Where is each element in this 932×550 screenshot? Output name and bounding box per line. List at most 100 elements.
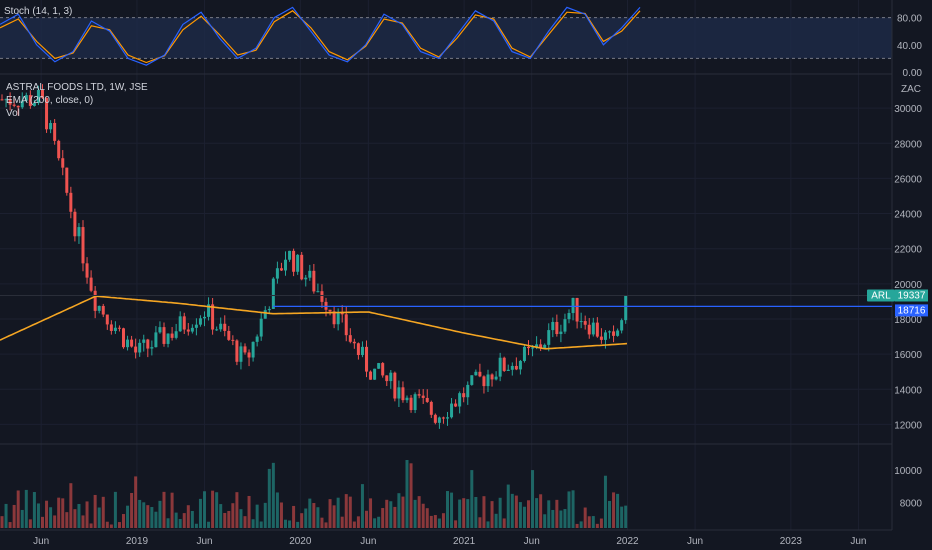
candle-body: [522, 346, 526, 361]
ema-legend[interactable]: EMA (200, close, 0): [6, 95, 94, 106]
candle-body: [292, 250, 296, 272]
volume-bar: [0, 516, 4, 528]
ema-200-line: [0, 295, 628, 350]
time-tick-label: Jun: [524, 536, 540, 547]
candle-body: [20, 100, 24, 108]
volume-bar: [409, 463, 413, 528]
volume-bar: [518, 502, 522, 528]
volume-bar: [312, 503, 316, 528]
price-badges: ARL 19337 18716: [867, 289, 928, 317]
candle-body: [474, 371, 478, 376]
volume-bar: [336, 497, 340, 528]
volume-bar: [89, 523, 93, 528]
volume-bar: [603, 475, 607, 528]
candle-body: [543, 344, 547, 349]
volume-bar: [470, 470, 474, 528]
candle-body: [417, 394, 421, 396]
volume-bar: [239, 509, 243, 528]
candle-body: [166, 333, 170, 344]
candle-body: [203, 316, 206, 319]
volume-bar: [587, 516, 591, 528]
volume-bar: [494, 513, 498, 528]
volume-bar: [255, 504, 259, 528]
volume-bar: [49, 507, 53, 528]
volume-bar: [608, 500, 611, 528]
candle-body: [429, 401, 433, 415]
time-tick-label: Jun: [850, 536, 866, 547]
candle-body: [433, 414, 437, 423]
volume-bar: [109, 524, 113, 528]
candle-body: [126, 339, 130, 348]
candle-body: [312, 270, 316, 292]
volume-bar: [271, 462, 275, 528]
volume-bar: [385, 499, 389, 528]
volume-bar: [421, 503, 425, 528]
volume-tick-label: 8000: [900, 498, 923, 509]
price-badge-bg: [895, 289, 928, 302]
volume-bar: [344, 494, 348, 528]
candle-body: [510, 365, 514, 370]
volume-bar: [624, 505, 628, 528]
volume-bar: [170, 492, 174, 528]
volume-bar: [620, 506, 624, 528]
volume-bar: [304, 508, 308, 528]
volume-bar: [413, 499, 417, 528]
volume-legend[interactable]: Vol: [6, 108, 20, 119]
volume-bar: [142, 502, 146, 528]
candle-body: [170, 333, 174, 338]
volume-bar: [446, 491, 449, 528]
volume-bar: [373, 518, 377, 528]
volume-bar: [454, 520, 458, 528]
symbol-title[interactable]: ASTRAL FOODS LTD, 1W, JSE: [6, 82, 148, 93]
volume-bar: [360, 484, 364, 528]
candle-body: [599, 336, 603, 340]
volume-bar: [263, 502, 267, 528]
candle-body: [348, 335, 352, 342]
volume-bar: [531, 470, 535, 528]
volume-bar: [211, 490, 215, 528]
candle-body: [360, 346, 364, 356]
candle-body: [194, 324, 198, 328]
volume-bar: [4, 503, 8, 528]
volume-bar: [231, 503, 235, 528]
candle-body: [69, 192, 73, 212]
candlestick-series: [0, 84, 628, 429]
candle-body: [502, 357, 506, 371]
volume-bar: [243, 516, 247, 528]
horizontal-line[interactable]: [0, 294, 892, 308]
stoch-band: [0, 17, 892, 59]
volume-bar: [555, 499, 559, 528]
candle-body: [393, 372, 397, 399]
candle-body: [603, 332, 607, 340]
candle-body: [12, 104, 16, 106]
candle-body: [381, 363, 385, 376]
volume-bar: [401, 496, 405, 528]
candle-body: [454, 403, 458, 407]
candle-body: [97, 305, 101, 311]
volume-bar: [490, 501, 494, 528]
volume-bar: [450, 492, 454, 528]
candle-body: [356, 343, 360, 356]
candle-body: [53, 123, 57, 141]
candle-body: [316, 291, 320, 293]
volume-bar: [352, 521, 356, 528]
candle-body: [401, 387, 405, 401]
candle-body: [57, 140, 61, 159]
candle-body: [466, 384, 470, 398]
volume-bar: [36, 503, 40, 528]
candle-body: [437, 417, 441, 423]
candle-body: [328, 309, 332, 312]
volume-bar: [81, 515, 85, 528]
volume-bar: [284, 519, 287, 528]
volume-bar: [186, 505, 190, 528]
volume-bar: [616, 493, 620, 528]
price-tick-label: 26000: [894, 174, 922, 185]
stoch-legend[interactable]: Stoch (14, 1, 3): [4, 6, 73, 17]
volume-bar: [158, 500, 162, 528]
volume-bar: [77, 504, 81, 528]
candle-body: [211, 304, 215, 330]
volume-bar: [482, 496, 486, 528]
candle-body: [385, 375, 389, 382]
candle-body: [65, 167, 69, 193]
